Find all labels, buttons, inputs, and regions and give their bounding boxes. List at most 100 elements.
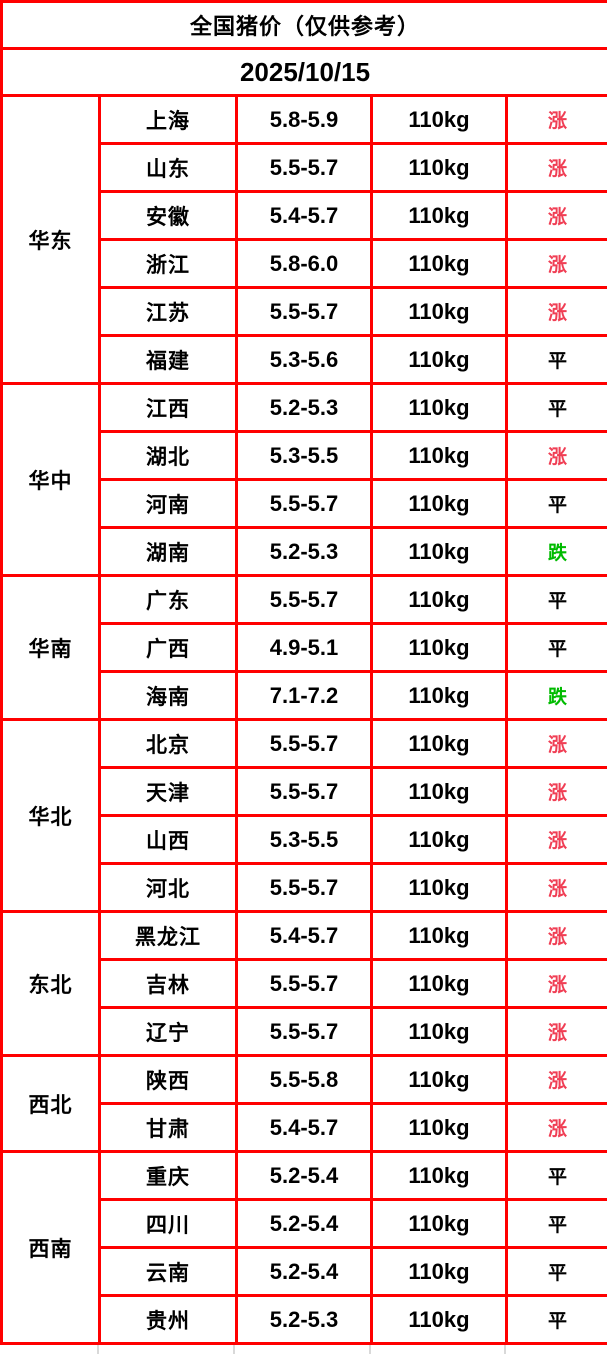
province-cell: 吉林 bbox=[100, 960, 237, 1008]
price-cell: 5.5-5.7 bbox=[237, 960, 372, 1008]
province-cell: 四川 bbox=[100, 1200, 237, 1248]
trend-cell: 平 bbox=[507, 576, 607, 624]
province-cell: 湖北 bbox=[100, 432, 237, 480]
price-cell: 5.5-5.7 bbox=[237, 720, 372, 768]
province-cell: 陕西 bbox=[100, 1056, 237, 1104]
trend-cell: 平 bbox=[507, 480, 607, 528]
trend-cell: 跌 bbox=[507, 672, 607, 720]
trend-cell: 涨 bbox=[507, 816, 607, 864]
province-cell: 河南 bbox=[100, 480, 237, 528]
province-cell: 江苏 bbox=[100, 288, 237, 336]
region-cell: 西南 bbox=[2, 1152, 100, 1344]
region-cell: 东北 bbox=[2, 912, 100, 1056]
price-cell: 7.1-7.2 bbox=[237, 672, 372, 720]
trend-cell: 平 bbox=[507, 336, 607, 384]
trend-cell: 涨 bbox=[507, 432, 607, 480]
province-cell: 辽宁 bbox=[100, 1008, 237, 1056]
province-cell: 北京 bbox=[100, 720, 237, 768]
province-cell: 湖南 bbox=[100, 528, 237, 576]
weight-cell: 110kg bbox=[372, 336, 507, 384]
price-cell: 5.2-5.4 bbox=[237, 1152, 372, 1200]
weight-cell: 110kg bbox=[372, 624, 507, 672]
trend-cell: 涨 bbox=[507, 288, 607, 336]
province-cell: 福建 bbox=[100, 336, 237, 384]
weight-cell: 110kg bbox=[372, 576, 507, 624]
price-cell: 5.8-5.9 bbox=[237, 96, 372, 144]
price-cell: 5.5-5.7 bbox=[237, 768, 372, 816]
trend-cell: 涨 bbox=[507, 912, 607, 960]
trend-cell: 涨 bbox=[507, 240, 607, 288]
trend-cell: 平 bbox=[507, 1152, 607, 1200]
weight-cell: 110kg bbox=[372, 240, 507, 288]
trend-cell: 平 bbox=[507, 624, 607, 672]
gridline bbox=[233, 1345, 235, 1354]
price-cell: 5.3-5.5 bbox=[237, 432, 372, 480]
region-cell: 西北 bbox=[2, 1056, 100, 1152]
weight-cell: 110kg bbox=[372, 816, 507, 864]
region-cell: 华南 bbox=[2, 576, 100, 720]
date-row: 2025/10/15 bbox=[2, 49, 607, 96]
trend-cell: 涨 bbox=[507, 768, 607, 816]
province-cell: 江西 bbox=[100, 384, 237, 432]
weight-cell: 110kg bbox=[372, 96, 507, 144]
title-row: 全国猪价（仅供参考） bbox=[2, 2, 607, 49]
region-cell: 华北 bbox=[2, 720, 100, 912]
province-cell: 广西 bbox=[100, 624, 237, 672]
weight-cell: 110kg bbox=[372, 1008, 507, 1056]
gridline bbox=[97, 1345, 99, 1354]
price-cell: 5.5-5.7 bbox=[237, 480, 372, 528]
trend-cell: 涨 bbox=[507, 1104, 607, 1152]
province-cell: 黑龙江 bbox=[100, 912, 237, 960]
weight-cell: 110kg bbox=[372, 1200, 507, 1248]
region-cell: 华东 bbox=[2, 96, 100, 384]
trend-cell: 平 bbox=[507, 1296, 607, 1344]
price-cell: 5.2-5.4 bbox=[237, 1248, 372, 1296]
province-cell: 云南 bbox=[100, 1248, 237, 1296]
trend-cell: 涨 bbox=[507, 96, 607, 144]
trend-cell: 平 bbox=[507, 384, 607, 432]
weight-cell: 110kg bbox=[372, 912, 507, 960]
weight-cell: 110kg bbox=[372, 288, 507, 336]
price-cell: 5.4-5.7 bbox=[237, 192, 372, 240]
price-cell: 5.5-5.7 bbox=[237, 576, 372, 624]
province-cell: 重庆 bbox=[100, 1152, 237, 1200]
weight-cell: 110kg bbox=[372, 528, 507, 576]
trend-cell: 平 bbox=[507, 1248, 607, 1296]
province-cell: 上海 bbox=[100, 96, 237, 144]
price-cell: 5.5-5.8 bbox=[237, 1056, 372, 1104]
weight-cell: 110kg bbox=[372, 144, 507, 192]
weight-cell: 110kg bbox=[372, 192, 507, 240]
price-cell: 5.5-5.7 bbox=[237, 1008, 372, 1056]
price-cell: 5.5-5.7 bbox=[237, 288, 372, 336]
price-cell: 5.2-5.3 bbox=[237, 528, 372, 576]
price-cell: 5.4-5.7 bbox=[237, 1104, 372, 1152]
trend-cell: 平 bbox=[507, 1200, 607, 1248]
province-cell: 山东 bbox=[100, 144, 237, 192]
weight-cell: 110kg bbox=[372, 1152, 507, 1200]
province-cell: 山西 bbox=[100, 816, 237, 864]
province-cell: 天津 bbox=[100, 768, 237, 816]
province-cell: 贵州 bbox=[100, 1296, 237, 1344]
gridline bbox=[504, 1345, 506, 1354]
date-label: 2025/10/15 bbox=[2, 49, 607, 96]
price-cell: 5.2-5.3 bbox=[237, 384, 372, 432]
weight-cell: 110kg bbox=[372, 1248, 507, 1296]
trend-cell: 跌 bbox=[507, 528, 607, 576]
trend-cell: 涨 bbox=[507, 192, 607, 240]
price-cell: 5.5-5.7 bbox=[237, 864, 372, 912]
price-cell: 5.3-5.5 bbox=[237, 816, 372, 864]
province-cell: 浙江 bbox=[100, 240, 237, 288]
trend-cell: 涨 bbox=[507, 1056, 607, 1104]
province-cell: 河北 bbox=[100, 864, 237, 912]
province-cell: 甘肃 bbox=[100, 1104, 237, 1152]
price-cell: 4.9-5.1 bbox=[237, 624, 372, 672]
price-cell: 5.2-5.4 bbox=[237, 1200, 372, 1248]
page-title: 全国猪价（仅供参考） bbox=[2, 2, 607, 49]
